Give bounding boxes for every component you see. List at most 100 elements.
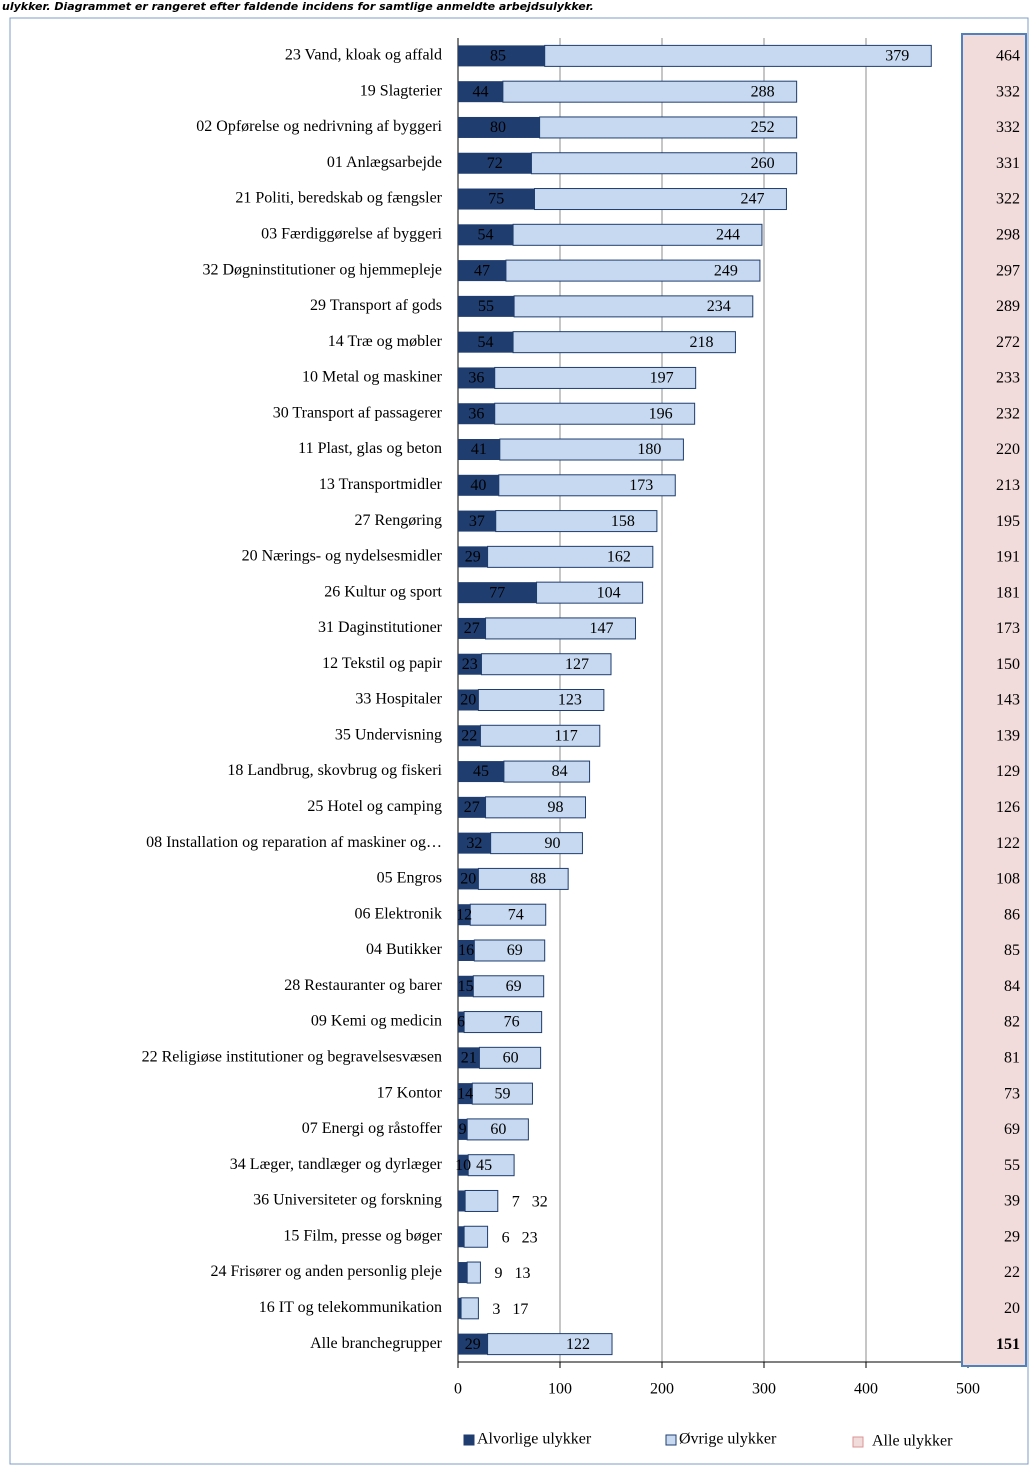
data-label: 47 [474, 262, 490, 279]
total-label: 81 [1004, 1050, 1020, 1067]
total-label: 232 [996, 405, 1020, 422]
bar-segment [458, 474, 499, 496]
data-label: 234 [707, 298, 731, 315]
bar-segment [458, 116, 540, 138]
y-tick-label: 35 Undervisning [335, 726, 442, 743]
data-label: 85 [490, 48, 506, 65]
bar-segment [485, 796, 587, 819]
y-tick-label: 30 Transport af passagerer [273, 404, 443, 421]
bar-segment [485, 617, 636, 640]
data-label: 72 [487, 155, 503, 172]
data-label: 32 [466, 835, 482, 852]
total-label: 233 [996, 370, 1020, 387]
data-label: 88 [530, 871, 546, 888]
bar-segment [458, 761, 504, 783]
bar-segment [530, 152, 798, 175]
total-label: 150 [996, 656, 1020, 673]
data-label: 288 [751, 83, 775, 100]
y-tick-label: 03 Færdiggørelse af byggeri [261, 225, 442, 242]
total-label: 39 [1004, 1193, 1020, 1210]
data-label: 180 [637, 441, 661, 458]
data-label: 249 [714, 262, 738, 279]
data-label: 37 [469, 513, 485, 530]
bar-segment [478, 1046, 542, 1069]
y-tick-label: 13 Transportmidler [319, 476, 443, 493]
data-label: 20 [460, 692, 476, 709]
bar-segment [487, 1333, 613, 1356]
bar-segment [544, 44, 932, 67]
total-label: 82 [1004, 1014, 1020, 1031]
data-label: 90 [544, 835, 560, 852]
bar-segment [534, 188, 787, 211]
y-tick-label: 34 Læger, tandlæger og dyrlæger [230, 1156, 443, 1173]
bar-segment [495, 510, 658, 533]
data-label: 123 [558, 692, 582, 709]
data-label: 55 [478, 298, 494, 315]
data-label: 60 [490, 1121, 506, 1138]
bar-segment [463, 1225, 489, 1248]
caption: ulykker. Diagrammet er rangeret efter fa… [2, 0, 594, 13]
data-label: 14 [457, 1085, 473, 1102]
total-label: 69 [1004, 1121, 1020, 1138]
data-label: 27 [464, 799, 480, 816]
bar-segment [473, 939, 546, 962]
bar-segment [471, 1082, 533, 1105]
data-label: 9 [494, 1265, 502, 1282]
data-label: 7 [512, 1194, 520, 1211]
bar-segment [458, 403, 495, 425]
data-label: 21 [461, 1050, 477, 1067]
data-label: 6 [457, 1014, 465, 1031]
bar-segment [487, 545, 654, 568]
legend-swatch [852, 1436, 864, 1448]
data-label: 117 [554, 727, 577, 744]
total-label: 289 [996, 298, 1020, 315]
total-label: 464 [996, 48, 1020, 65]
y-tick-label: 26 Kultur og sport [324, 583, 442, 600]
data-label: 20 [460, 871, 476, 888]
bar-segment [463, 1011, 543, 1034]
data-label: 17 [512, 1301, 528, 1318]
data-label: 122 [566, 1336, 590, 1353]
bar-segment [458, 689, 479, 711]
y-tick-label: 29 Transport af gods [310, 297, 442, 314]
data-label: 84 [552, 763, 568, 780]
y-tick-label: 20 Nærings- og nydelsesmidler [242, 548, 443, 565]
data-label: 22 [461, 727, 477, 744]
total-label: 173 [996, 620, 1020, 637]
total-label: 213 [996, 477, 1020, 494]
x-tick-label: 200 [650, 1381, 674, 1398]
bar-segment [512, 223, 763, 246]
data-label: 98 [548, 799, 564, 816]
legend-label: Alvorlige ulykker [477, 1431, 592, 1448]
bar-segment [458, 653, 482, 675]
data-label: 74 [508, 906, 524, 923]
x-tick-label: 100 [548, 1381, 572, 1398]
x-tick-label: 0 [454, 1381, 462, 1398]
total-label: 151 [996, 1336, 1020, 1353]
total-label: 29 [1004, 1228, 1020, 1245]
bar-segment [458, 832, 491, 854]
bar-segment [458, 1297, 462, 1319]
y-tick-label: 16 IT og telekommunikation [259, 1299, 442, 1316]
y-tick-label: 05 Engros [377, 870, 442, 887]
y-tick-label: 01 Anlægsarbejde [327, 154, 442, 171]
y-tick-label: 14 Træ og møbler [328, 333, 443, 350]
bar-segment [458, 1262, 468, 1284]
total-label: 297 [996, 262, 1020, 279]
y-tick-label: 22 Religiøse institutioner og begravelse… [142, 1049, 442, 1066]
bar-segment [512, 331, 736, 354]
bar-segment [458, 725, 481, 747]
data-label: 379 [885, 48, 909, 65]
total-label: 298 [996, 226, 1020, 243]
bar-segment [539, 116, 798, 139]
data-label: 260 [751, 155, 775, 172]
bar-segment [494, 366, 697, 389]
data-label: 196 [649, 405, 673, 422]
legend-label: Øvrige ulykker [679, 1431, 777, 1448]
bar-segment [458, 260, 506, 282]
bar-segment [458, 331, 514, 353]
y-tick-label: 32 Døgninstitutioner og hjemmepleje [202, 261, 442, 278]
y-tick-label: 04 Butikker [366, 941, 443, 958]
total-label: 220 [996, 441, 1020, 458]
